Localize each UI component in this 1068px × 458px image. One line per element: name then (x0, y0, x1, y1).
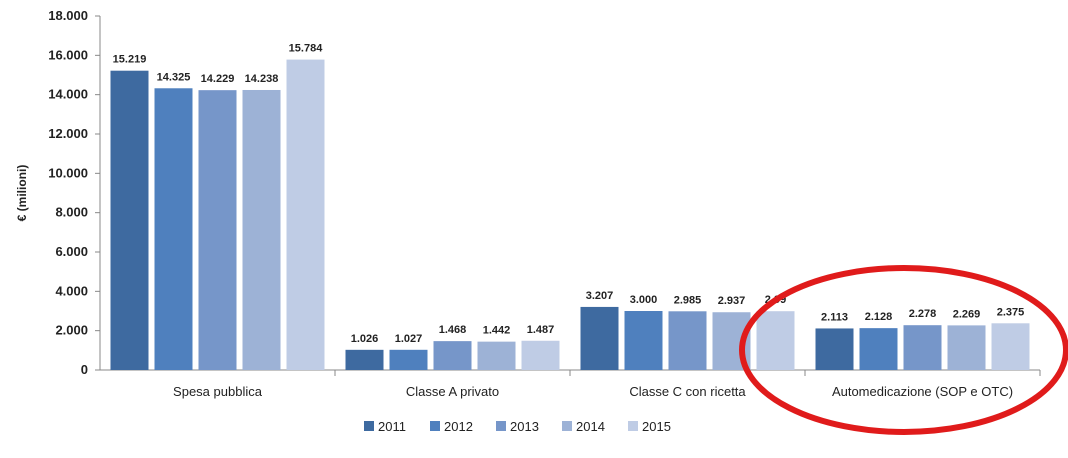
y-tick-label: 12.000 (48, 126, 88, 141)
y-tick-label: 16.000 (48, 47, 88, 62)
bar-2012-1 (154, 88, 193, 371)
data-label: 2.375 (997, 306, 1025, 318)
x-category-label: Automedicazione (SOP e OTC) (832, 384, 1013, 399)
legend-swatch-2014 (562, 421, 572, 431)
x-category-label: Classe A privato (406, 384, 499, 399)
y-tick-label: 0 (81, 362, 88, 377)
bar-2011-4 (815, 328, 854, 370)
legend-label: 2012 (444, 419, 473, 434)
data-label: 14.229 (201, 73, 235, 85)
data-label: 14.325 (157, 71, 191, 83)
y-axis-label: € (milioni) (15, 165, 29, 222)
bar-2012-2 (389, 349, 428, 370)
data-label: 15.784 (289, 43, 324, 55)
data-label: 2.985 (674, 294, 702, 306)
data-label: 2.937 (718, 295, 746, 307)
data-label: 1.487 (527, 324, 555, 336)
y-tick-label: 2.000 (55, 323, 88, 338)
data-label: 1.026 (351, 333, 379, 345)
bar-2015-1 (286, 59, 325, 371)
legend-label: 2015 (642, 419, 671, 434)
bar-2014-4 (947, 325, 986, 370)
x-category-label: Classe C con ricetta (629, 384, 746, 399)
data-label: 2.113 (821, 311, 848, 323)
bar-2013-4 (903, 325, 942, 370)
legend-label: 2011 (378, 419, 406, 434)
bar-2012-4 (859, 328, 898, 370)
bar-2014-1 (242, 89, 281, 371)
data-label: 2.278 (909, 308, 937, 320)
data-label: 14.238 (245, 73, 279, 85)
legend-label: 2013 (510, 419, 539, 434)
bar-2011-3 (580, 306, 619, 370)
data-label: 3.000 (630, 294, 658, 306)
y-tick-label: 10.000 (48, 165, 88, 180)
bar-2011-2 (345, 349, 384, 370)
highlight-ellipse (739, 265, 1068, 435)
bar-2015-2 (521, 340, 560, 370)
bar-2012-3 (624, 311, 663, 370)
data-label: 1.468 (439, 324, 467, 336)
legend-label: 2014 (576, 419, 605, 434)
bar-2013-3 (668, 311, 707, 370)
legend-swatch-2013 (496, 421, 506, 431)
y-tick-label: 6.000 (55, 244, 88, 259)
bar-2014-2 (477, 341, 516, 370)
bar-2013-1 (198, 90, 237, 371)
bar-2011-1 (110, 70, 149, 371)
bar-2015-4 (991, 323, 1030, 370)
x-category-label: Spesa pubblica (173, 384, 263, 399)
data-label: 1.442 (483, 325, 511, 337)
data-label: 15.219 (113, 54, 147, 66)
y-tick-label: 18.000 (48, 8, 88, 23)
data-label: 3.207 (586, 290, 614, 302)
y-tick-label: 4.000 (55, 283, 88, 298)
y-tick-label: 14.000 (48, 87, 88, 102)
data-label: 2.269 (953, 308, 981, 320)
bar-2015-3 (756, 311, 795, 370)
legend-swatch-2011 (364, 421, 374, 431)
bar-2013-2 (433, 341, 472, 370)
data-label: 1.027 (395, 333, 423, 345)
legend-swatch-2012 (430, 421, 440, 431)
y-tick-label: 8.000 (55, 205, 88, 220)
legend-swatch-2015 (628, 421, 638, 431)
data-label: 2.128 (865, 311, 893, 323)
